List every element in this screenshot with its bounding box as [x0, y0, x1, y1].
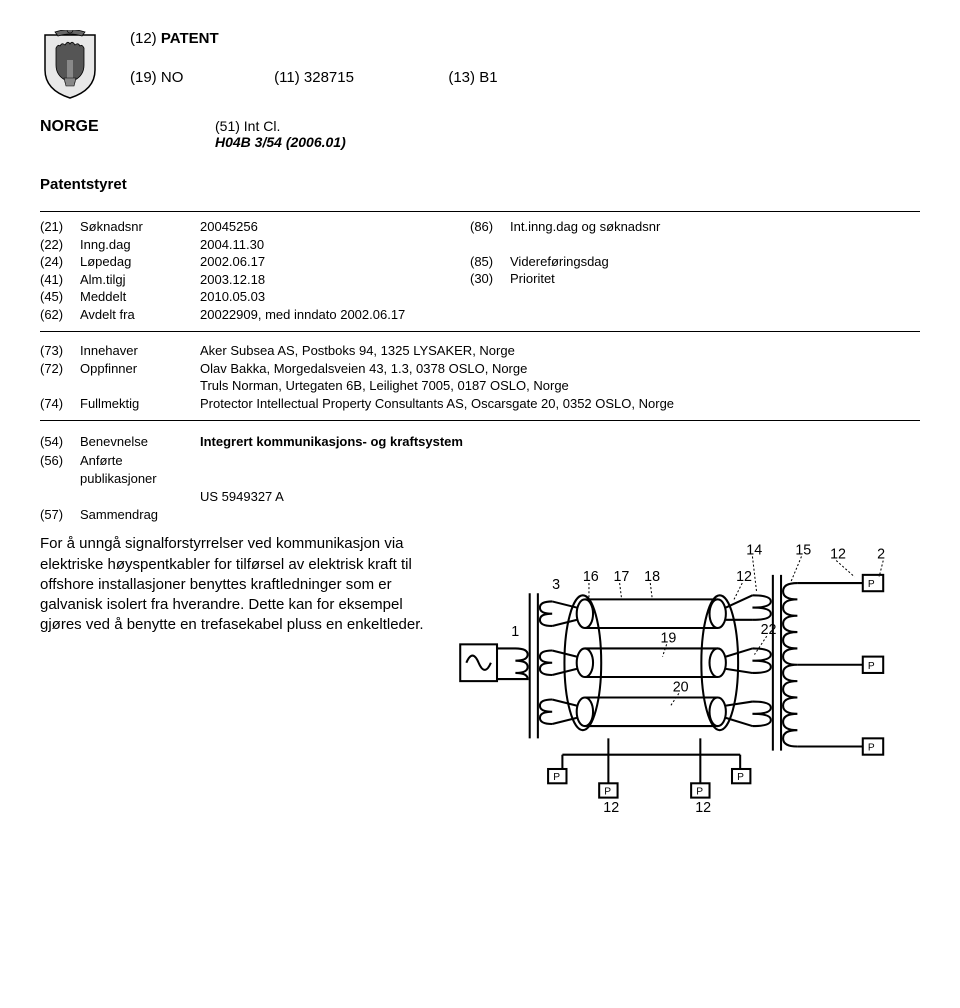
fig-label: 2	[877, 547, 885, 563]
biblio-row: (22)Inng.dag2004.11.30	[40, 236, 470, 254]
fig-label: 12	[830, 547, 846, 563]
titles: (54) Benevnelse Integrert kommunikasjons…	[40, 433, 920, 524]
intcl-block: (51) Int Cl. H04B 3/54 (2006.01)	[215, 118, 346, 150]
svg-text:P: P	[696, 787, 703, 798]
fig-label: 15	[795, 543, 811, 559]
fig-label: 19	[660, 631, 676, 647]
svg-text:P: P	[604, 787, 611, 798]
holder-row: (73) Innehaver Aker Subsea AS, Postboks …	[40, 342, 920, 360]
country-code: (19) NO	[130, 69, 270, 86]
cited-value-row: US 5949327 A	[40, 488, 920, 506]
pub-number: (11) 328715	[274, 69, 444, 86]
fig-label: 20	[673, 680, 689, 696]
header-text-block: (12) PATENT (19) NO (11) 328715 (13) B1	[130, 30, 920, 96]
svg-text:P: P	[737, 773, 744, 784]
fig-label: 12	[736, 569, 752, 585]
fig-label: 14	[746, 543, 762, 559]
svg-text:P: P	[868, 743, 875, 754]
inventor-row: (72) Oppfinner Olav Bakka, Morgedalsveie…	[40, 360, 920, 378]
divider	[40, 331, 920, 332]
svg-text:P: P	[553, 773, 560, 784]
fig-label: 22	[761, 623, 777, 639]
fig-label: 3	[552, 578, 560, 594]
country-name: NORGE	[40, 118, 215, 136]
doc-type-code: (12)	[130, 30, 157, 47]
biblio-row: (30)Prioritet	[470, 270, 920, 288]
authority-name: Patentstyret	[40, 176, 920, 193]
cited-row: (56) Anførte publikasjoner	[40, 452, 920, 488]
patent-figure: 1 3 16 17 18 19 20 12 22 14 15 12 2 12 1…	[450, 534, 920, 823]
biblio-row: (85)Videreføringsdag	[470, 253, 920, 271]
doc-type: PATENT	[161, 30, 219, 47]
intcl-code: H04B 3/54 (2006.01)	[215, 134, 346, 150]
fig-label: 12	[695, 800, 711, 816]
agent-row: (74) Fullmektig Protector Intellectual P…	[40, 395, 920, 413]
svg-text:P: P	[868, 661, 875, 672]
header-top: (12) PATENT (19) NO (11) 328715 (13) B1	[40, 30, 920, 100]
divider	[40, 420, 920, 421]
publication-codes: (19) NO (11) 328715 (13) B1	[130, 69, 920, 86]
kind-code: (13) B1	[448, 69, 497, 86]
bibliographic-data: (21)Søknadsnr20045256 (22)Inng.dag2004.1…	[40, 218, 920, 323]
svg-text:P: P	[868, 580, 875, 591]
fig-label: 17	[613, 569, 629, 585]
fig-label: 16	[583, 569, 599, 585]
biblio-row: (24)Løpedag2002.06.17	[40, 253, 470, 271]
fig-label: 12	[603, 800, 619, 816]
title-row: (54) Benevnelse Integrert kommunikasjons…	[40, 433, 920, 451]
biblio-row: (41)Alm.tilgj2003.12.18	[40, 271, 470, 289]
biblio-row: (21)Søknadsnr20045256	[40, 218, 470, 236]
biblio-row: (86)Int.inng.dag og søknadsnr	[470, 218, 920, 236]
biblio-row: (45)Meddelt2010.05.03	[40, 288, 470, 306]
biblio-left: (21)Søknadsnr20045256 (22)Inng.dag2004.1…	[40, 218, 470, 323]
abstract-section: For å unngå signalforstyrrelser ved komm…	[40, 534, 920, 823]
divider	[40, 211, 920, 212]
fig-label: 18	[644, 569, 660, 585]
inventor-row-2: Truls Norman, Urtegaten 6B, Leilighet 70…	[200, 377, 920, 395]
fig-label: 1	[511, 625, 519, 641]
abstract-text: For å unngå signalforstyrrelser ved komm…	[40, 534, 450, 823]
abstract-label-row: (57) Sammendrag	[40, 506, 920, 524]
biblio-row: (62)Avdelt fra20022909, med inndato 2002…	[40, 306, 470, 324]
norge-intcl-row: NORGE (51) Int Cl. H04B 3/54 (2006.01)	[40, 118, 920, 150]
parties: (73) Innehaver Aker Subsea AS, Postboks …	[40, 342, 920, 412]
coat-of-arms-icon	[40, 30, 100, 100]
doc-type-line: (12) PATENT	[130, 30, 920, 47]
biblio-right: (86)Int.inng.dag og søknadsnr (85)Videre…	[470, 218, 920, 323]
